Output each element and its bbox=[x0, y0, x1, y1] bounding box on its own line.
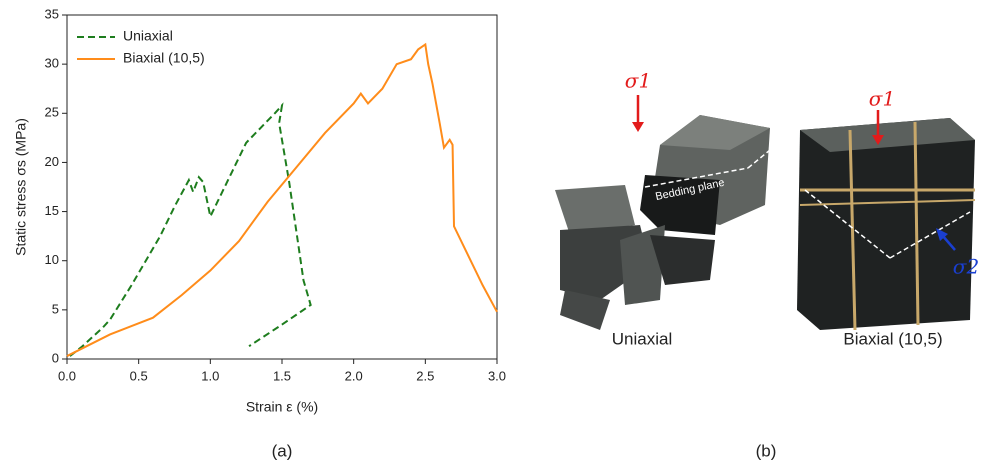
legend-label: Uniaxial bbox=[123, 28, 173, 44]
photo-caption: Biaxial (10,5) bbox=[843, 329, 942, 348]
x-tick-label: 3.0 bbox=[488, 368, 506, 383]
y-tick-label: 30 bbox=[45, 56, 59, 71]
x-tick-label: 0.0 bbox=[58, 368, 76, 383]
sigma-label: σ1 bbox=[869, 87, 895, 111]
x-tick-label: 0.5 bbox=[130, 368, 148, 383]
x-axis-label: Strain ε (%) bbox=[246, 399, 318, 415]
photo-biaxial bbox=[797, 110, 975, 330]
x-tick-label: 2.5 bbox=[416, 368, 434, 383]
x-tick-label: 1.5 bbox=[273, 368, 291, 383]
x-tick-label: 2.0 bbox=[345, 368, 363, 383]
panel-label: (a) bbox=[272, 441, 293, 460]
photo-caption: Uniaxial bbox=[612, 329, 672, 348]
y-tick-label: 10 bbox=[45, 252, 59, 267]
photo-uniaxial bbox=[555, 95, 770, 330]
legend-label: Biaxial (10,5) bbox=[123, 50, 205, 66]
panel-label: (b) bbox=[756, 441, 777, 460]
sigma-label: σ2 bbox=[953, 255, 979, 279]
data-line bbox=[70, 105, 311, 356]
x-tick-label: 1.0 bbox=[201, 368, 219, 383]
sigma-label: σ1 bbox=[625, 69, 651, 93]
plot-frame bbox=[67, 15, 497, 359]
figure: σ1 Bedding plane σ1 σ2 Uniaxial Biaxial … bbox=[0, 0, 984, 466]
y-axis-label: Static stress σs (MPa) bbox=[13, 118, 29, 256]
y-tick-label: 25 bbox=[45, 105, 59, 120]
y-tick-label: 5 bbox=[52, 301, 59, 316]
y-tick-label: 15 bbox=[45, 203, 59, 218]
data-line bbox=[67, 44, 497, 356]
y-tick-label: 20 bbox=[45, 154, 59, 169]
y-tick-label: 35 bbox=[45, 6, 59, 21]
y-tick-label: 0 bbox=[52, 350, 59, 365]
